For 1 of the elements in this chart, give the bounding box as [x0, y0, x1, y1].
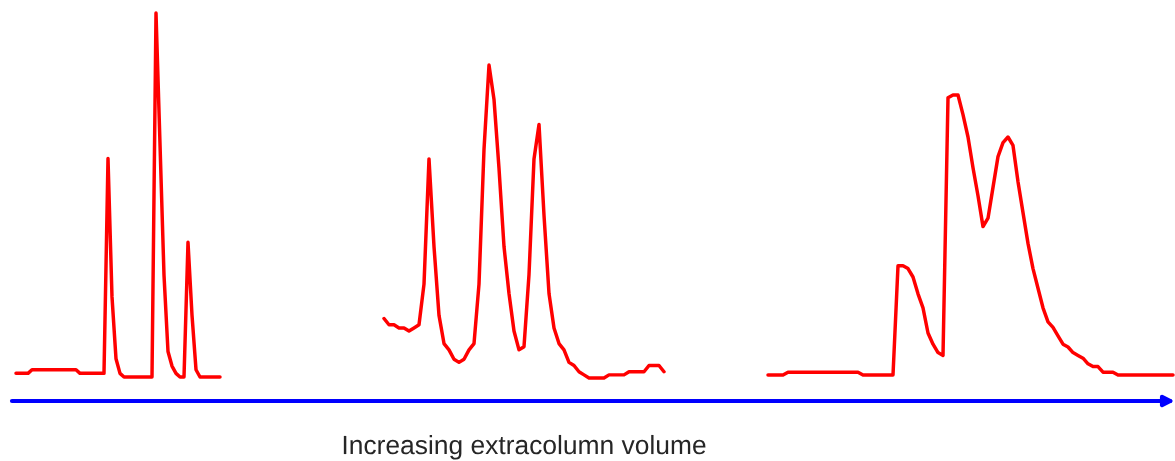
x-axis-title: Increasing extracolumn volume	[343, 434, 706, 460]
